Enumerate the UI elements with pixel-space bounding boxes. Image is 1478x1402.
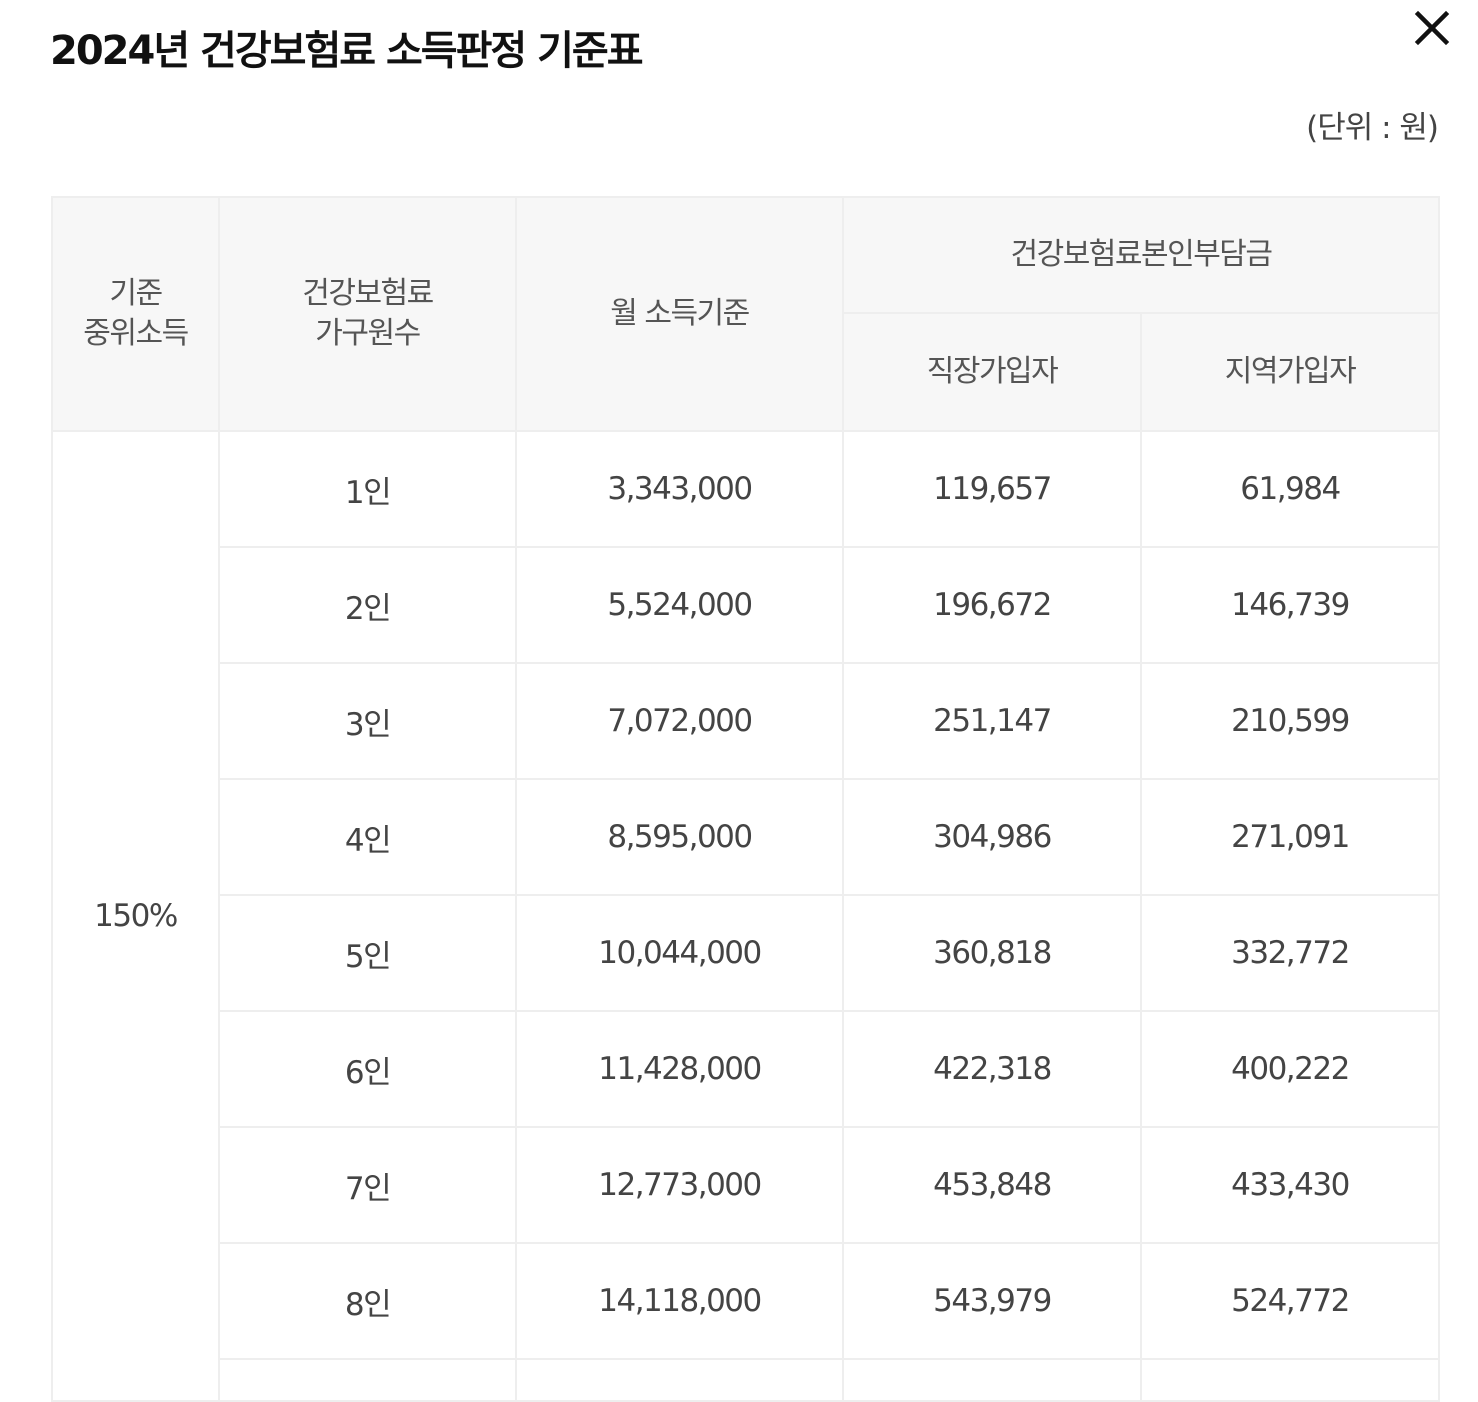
table-row: 4인 8,595,000 304,986 271,091 [52, 778, 1440, 896]
employee-premium-cell: 119,657 [842, 430, 1142, 548]
income-criteria-table: 기준 중위소득 건강보험료 가구원수 월 소득기준 건강보험료본인부담금 직장가… [51, 196, 1440, 1402]
household-cell: 6인 [218, 1010, 517, 1128]
regional-premium-cell-empty [1140, 1358, 1440, 1402]
unit-label: (단위 : 원) [1306, 110, 1439, 146]
income-cell: 7,072,000 [515, 662, 844, 780]
regional-premium-cell: 271,091 [1140, 778, 1440, 896]
employee-premium-cell-empty [842, 1358, 1142, 1402]
income-cell: 8,595,000 [515, 778, 844, 896]
table-row: 5인 10,044,000 360,818 332,772 [52, 894, 1440, 1012]
household-cell-empty [218, 1358, 517, 1402]
employee-premium-cell: 360,818 [842, 894, 1142, 1012]
employee-premium-cell: 543,979 [842, 1242, 1142, 1360]
household-cell: 3인 [218, 662, 517, 780]
close-icon [1414, 10, 1450, 46]
household-cell: 8인 [218, 1242, 517, 1360]
employee-premium-cell: 251,147 [842, 662, 1142, 780]
header-monthly-income: 월 소득기준 [515, 196, 844, 432]
header-row: 기준 중위소득 건강보험료 가구원수 월 소득기준 건강보험료본인부담금 [51, 196, 1440, 432]
table-row: 6인 11,428,000 422,318 400,222 [52, 1010, 1440, 1128]
table-row: 2인 5,524,000 196,672 146,739 [52, 546, 1440, 664]
income-cell: 5,524,000 [515, 546, 844, 664]
regional-premium-cell: 433,430 [1140, 1126, 1440, 1244]
employee-premium-cell: 196,672 [842, 546, 1142, 664]
household-cell: 5인 [218, 894, 517, 1012]
income-cell: 12,773,000 [515, 1126, 844, 1244]
household-cell: 2인 [218, 546, 517, 664]
page-title: 2024년 건강보험료 소득판정 기준표 [50, 28, 644, 74]
header-median-income: 기준 중위소득 [51, 196, 220, 432]
header-household-line2: 가구원수 [315, 316, 421, 351]
regional-premium-cell: 332,772 [1140, 894, 1440, 1012]
employee-premium-cell: 453,848 [842, 1126, 1142, 1244]
regional-premium-cell: 400,222 [1140, 1010, 1440, 1128]
employee-premium-cell: 304,986 [842, 778, 1142, 896]
regional-premium-cell: 524,772 [1140, 1242, 1440, 1360]
header-subrow: 직장가입자 지역가입자 [52, 312, 1440, 432]
header-regional: 지역가입자 [1140, 312, 1440, 432]
table-row: 3인 7,072,000 251,147 210,599 [52, 662, 1440, 780]
table-row: 150% 1인 3,343,000 119,657 61,984 [51, 430, 1440, 1402]
header-median-line1: 기준 [109, 276, 163, 311]
header-median-line2: 중위소득 [83, 316, 189, 351]
median-income-value: 150% [51, 430, 220, 1402]
table-row: 8인 14,118,000 543,979 524,772 [52, 1242, 1440, 1360]
income-cell: 3,343,000 [515, 430, 844, 548]
income-cell: 11,428,000 [515, 1010, 844, 1128]
income-cell: 14,118,000 [515, 1242, 844, 1360]
income-cell-empty [515, 1358, 844, 1402]
table-row: 7인 12,773,000 453,848 433,430 [52, 1126, 1440, 1244]
household-cell: 7인 [218, 1126, 517, 1244]
table-row-partial [52, 1358, 1440, 1402]
household-cell: 4인 [218, 778, 517, 896]
header-employee: 직장가입자 [842, 312, 1142, 432]
regional-premium-cell: 61,984 [1140, 430, 1440, 548]
regional-premium-cell: 210,599 [1140, 662, 1440, 780]
regional-premium-cell: 146,739 [1140, 546, 1440, 664]
header-premium-group: 건강보험료본인부담금 [842, 196, 1440, 314]
income-cell: 10,044,000 [515, 894, 844, 1012]
household-cell: 1인 [218, 430, 517, 548]
header-household-line1: 건강보험료 [302, 276, 434, 311]
employee-premium-cell: 422,318 [842, 1010, 1142, 1128]
header-household-size: 건강보험료 가구원수 [218, 196, 517, 432]
close-button[interactable] [1408, 4, 1456, 52]
